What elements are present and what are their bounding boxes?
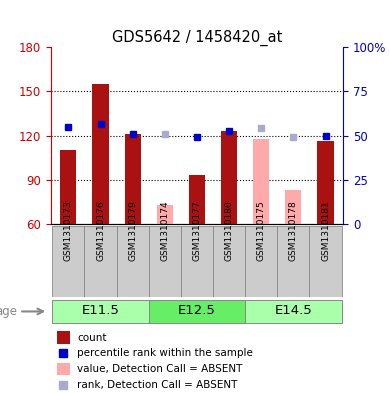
Text: GSM1310176: GSM1310176 bbox=[96, 200, 105, 261]
Bar bbox=[181, 226, 213, 297]
Text: count: count bbox=[77, 332, 106, 343]
Text: GSM1310175: GSM1310175 bbox=[257, 200, 266, 261]
Bar bbox=[221, 131, 237, 224]
Bar bbox=[149, 300, 245, 323]
Bar bbox=[52, 226, 85, 297]
Text: GSM1310180: GSM1310180 bbox=[225, 200, 234, 261]
Bar bbox=[245, 300, 342, 323]
Bar bbox=[149, 226, 181, 297]
Bar bbox=[157, 205, 173, 224]
Text: GSM1310177: GSM1310177 bbox=[192, 200, 202, 261]
Bar bbox=[245, 226, 277, 297]
Bar bbox=[253, 138, 269, 224]
Bar bbox=[57, 331, 70, 344]
Bar bbox=[60, 150, 76, 224]
Bar bbox=[277, 226, 309, 297]
Text: GSM1310178: GSM1310178 bbox=[289, 200, 298, 261]
Text: GSM1310179: GSM1310179 bbox=[128, 200, 137, 261]
Bar bbox=[317, 141, 333, 224]
Bar bbox=[57, 363, 70, 375]
Text: E14.5: E14.5 bbox=[275, 305, 312, 318]
Text: age: age bbox=[0, 305, 18, 318]
Text: GSM1310173: GSM1310173 bbox=[64, 200, 73, 261]
Title: GDS5642 / 1458420_at: GDS5642 / 1458420_at bbox=[112, 29, 282, 46]
Text: GSM1310181: GSM1310181 bbox=[321, 200, 330, 261]
Bar bbox=[52, 300, 149, 323]
Text: percentile rank within the sample: percentile rank within the sample bbox=[77, 348, 253, 358]
Bar bbox=[125, 134, 141, 224]
Bar bbox=[309, 226, 342, 297]
Bar bbox=[213, 226, 245, 297]
Bar bbox=[117, 226, 149, 297]
Bar bbox=[285, 190, 301, 224]
Text: E11.5: E11.5 bbox=[82, 305, 119, 318]
Bar bbox=[85, 226, 117, 297]
Text: value, Detection Call = ABSENT: value, Detection Call = ABSENT bbox=[77, 364, 243, 374]
Bar bbox=[189, 175, 205, 224]
Bar bbox=[92, 84, 108, 224]
Text: GSM1310174: GSM1310174 bbox=[160, 201, 169, 261]
Text: rank, Detection Call = ABSENT: rank, Detection Call = ABSENT bbox=[77, 380, 238, 390]
Text: E12.5: E12.5 bbox=[178, 305, 216, 318]
